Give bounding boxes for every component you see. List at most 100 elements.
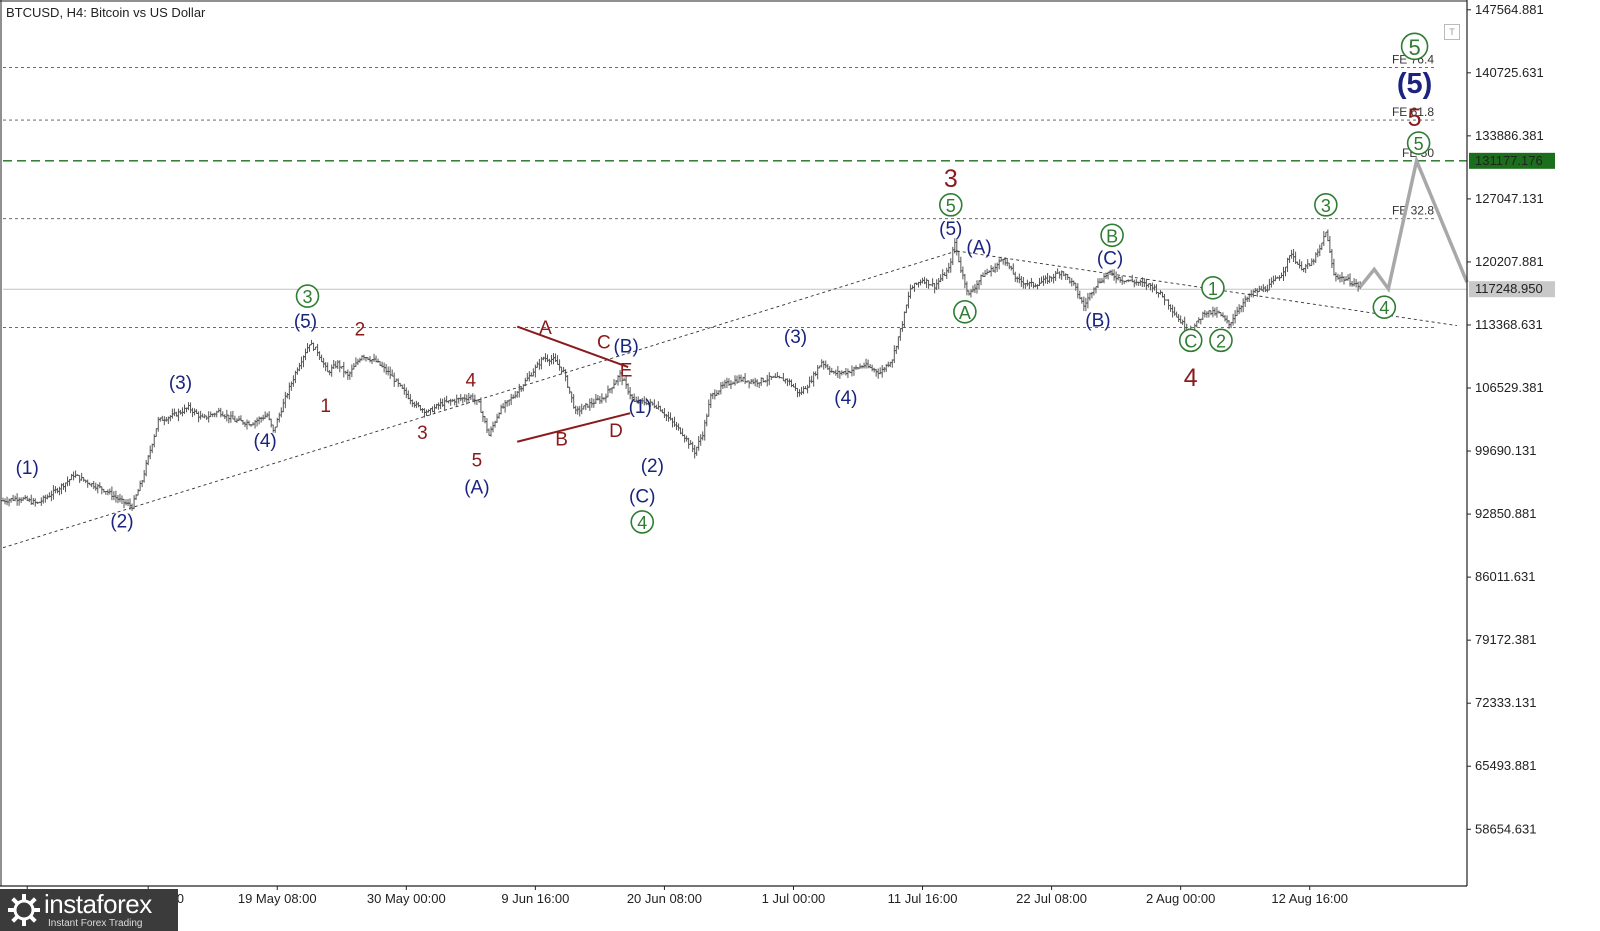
wave-label: 5 [472,451,483,472]
wave-label: (3) [169,373,192,394]
forecast-path [1358,155,1469,293]
y-tick-label: 72333.131 [1475,695,1536,710]
wave-label: (1) [16,458,39,479]
wave-label: (5) [1397,68,1432,100]
wave-circle [953,299,977,324]
x-tick-label: 2 Aug 00:00 [1146,891,1215,906]
wave-label: 2 [1216,331,1226,351]
wave-circle [1406,131,1431,155]
wave-label: 5 [1408,35,1420,60]
wave-label: 3 [302,287,312,307]
x-tick-label: 19 May 08:00 [238,891,317,906]
wave-circle [1400,32,1429,61]
forecast-line [1358,155,1469,293]
wave-label: (C) [629,487,655,508]
y-tick-label: 147564.881 [1475,2,1544,17]
axes: 147564.881 140725.631 133886.381 127047.131… [0,0,1555,906]
wave-label: 5 [946,196,956,216]
x-tick-label: 11 Jul 16:00 [888,891,958,906]
wave-label: E [620,360,633,381]
wave-label: 4 [466,370,477,391]
x-tick-label: 30 May 00:00 [367,891,446,906]
trendline-triangle-top [516,325,629,369]
wave-circle [1178,328,1203,353]
wave-circle [1100,223,1124,248]
y-tick-label: 106529.381 [1475,380,1544,395]
wave-label: B [1106,226,1118,246]
y-tick-label: 127047.131 [1475,191,1544,206]
wave-labels: (1) (2) (3) (4) (5) 3 1 2 3 4 5 (A) A B C D E (B) (1) (2) (C… [16,32,1432,534]
x-tick-label: 12 Aug 16:00 [1271,891,1348,906]
x-tick-label: 1 Jul 00:00 [762,891,826,906]
wave-label: (5) [294,311,317,332]
wave-label: (4) [834,388,857,409]
wave-label: D [609,421,623,442]
wave-label: 4 [1379,298,1389,318]
wave-label: A [539,318,552,339]
logo-tagline: Instant Forex Trading [48,918,143,929]
wave-circle [295,284,320,308]
wave-label: 3 [944,165,958,193]
y-tick-label: 113368.631 [1475,317,1543,332]
current-price-tag-bg [1469,281,1555,298]
y-tick-label: 140725.631 [1475,65,1544,80]
wave-label: B [555,429,568,450]
trendlines [2,250,1457,549]
trade-toggle-button[interactable]: T [1444,24,1460,40]
wave-label: 4 [1184,364,1198,392]
broker-logo: instaforex Instant Forex Trading [0,889,178,931]
wave-label: 1 [1208,279,1218,299]
wave-label: (5) [939,219,962,240]
y-tick-label: 79172.381 [1475,632,1536,647]
target-price-tag-bg [1469,152,1555,169]
wave-label: (B) [1085,310,1110,331]
wave-circle [1209,328,1233,353]
wave-label: (A) [464,477,489,498]
wave-circle [938,193,963,217]
wave-label: 5 [1408,104,1422,132]
y-tick-label: 65493.881 [1475,758,1536,773]
wave-label: C [597,333,611,354]
wave-label: (1) [629,397,652,418]
logo-wordmark: instaforex [44,889,152,919]
wave-circle [1201,276,1225,300]
gear-logo-icon [8,894,40,926]
wave-label: (B) [613,336,638,357]
wave-label: 3 [1321,196,1331,216]
y-tick-label: 120207.881 [1475,254,1544,269]
x-tick-label: 20 Jun 08:00 [627,891,702,906]
y-tick-label: 86011.631 [1475,569,1536,584]
trendline-lower-channel [2,250,957,549]
price-series [1,229,1362,511]
wave-label: (2) [110,511,133,532]
wave-label: (2) [641,456,664,477]
wave-label: (4) [254,431,277,452]
x-tick-label: 9 Jun 16:00 [501,891,569,906]
wave-label: C [1184,331,1197,351]
wave-label: (C) [1097,249,1123,270]
current-price-tag: 117248.950 [1475,281,1543,296]
wave-label: 4 [637,513,647,533]
target-price-tag: 131177.176 [1475,153,1543,168]
wave-label: (A) [966,238,991,259]
wave-label: A [959,303,971,323]
wave-label: 5 [1414,134,1424,154]
y-tick-label: 92850.881 [1475,506,1536,521]
wave-circle [1372,295,1397,319]
fe-level-label: FE 61.8 [1392,105,1434,119]
wave-label: 3 [417,423,428,444]
trendline-triangle-bottom [516,412,631,443]
y-tick-label: 99690.131 [1475,443,1536,458]
wave-circle [630,510,655,534]
y-tick-label: 58654.631 [1475,821,1536,836]
fe-level-label: FE 32.8 [1392,204,1434,218]
wave-circle [1314,193,1338,217]
x-tick-label: 22 Jul 08:00 [1016,891,1087,906]
wave-label: 1 [320,396,331,417]
wave-label: (3) [784,327,807,348]
wave-label: 2 [355,320,366,341]
chart-title: BTCUSD, H4: Bitcoin vs US Dollar [6,5,206,20]
y-tick-label: 133886.381 [1475,128,1544,143]
